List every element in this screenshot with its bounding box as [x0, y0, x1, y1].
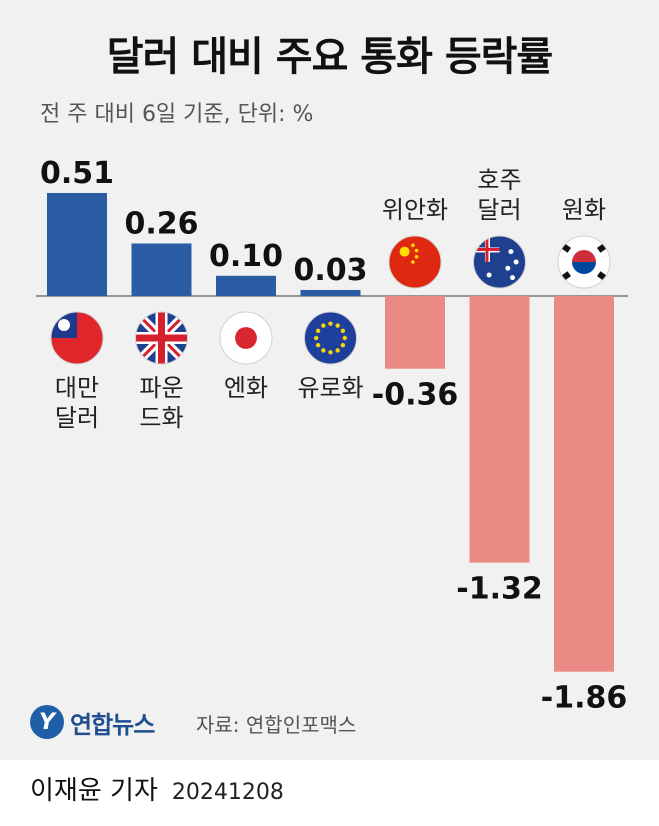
footer: 이재윤 기자 20241208 [30, 770, 284, 810]
value-label-2: 0.10 [209, 239, 283, 274]
category-label-1: 드화 [139, 404, 183, 432]
uk-flag-icon [135, 312, 188, 364]
value-label-1: 0.26 [124, 206, 198, 241]
category-label-1: 파운 [139, 374, 183, 402]
category-label-3: 유로화 [297, 374, 363, 402]
yonhap-logo-text: 연합뉴스 [70, 710, 155, 739]
category-label-2: 엔화 [224, 374, 268, 402]
taiwan-flag-icon [51, 312, 103, 364]
chart-title: 달러 대비 주요 통화 등락률 [106, 34, 554, 80]
bar-3 [300, 289, 361, 296]
bar-1 [131, 243, 192, 296]
chart-subtitle: 전 주 대비 6일 기준, 단위: % [40, 102, 314, 127]
reporter-name: 이재윤 기자 [30, 776, 158, 806]
korea-flag-icon [558, 236, 610, 288]
value-label-4: -0.36 [372, 378, 458, 413]
category-label-5: 달러 [477, 196, 521, 224]
chart-panel [0, 0, 659, 760]
bar-6 [554, 296, 614, 672]
bar-2 [216, 275, 276, 296]
category-label-6: 원화 [562, 196, 606, 224]
publish-date: 20241208 [171, 780, 284, 805]
value-label-3: 0.03 [293, 253, 367, 288]
bar-0 [47, 192, 107, 296]
category-label-5: 호주 [477, 166, 521, 194]
japan-flag-icon [220, 312, 272, 364]
value-label-0: 0.51 [40, 156, 114, 191]
yonhap-logo: Y 연합뉴스 [30, 702, 155, 742]
value-label-5: -1.32 [456, 572, 542, 607]
bar-5 [469, 296, 530, 563]
yonhap-logo-icon: Y [30, 705, 64, 739]
category-label-0: 대만 [55, 374, 99, 402]
bar-4 [385, 296, 445, 369]
category-label-0: 달러 [55, 404, 99, 432]
category-label-4: 위안화 [382, 196, 448, 224]
value-label-6: -1.86 [541, 681, 627, 716]
eu-flag-icon [304, 312, 357, 364]
source-note: 자료: 연합인포맥스 [196, 713, 357, 737]
australia-flag-icon [473, 236, 526, 288]
china-flag-icon [389, 236, 441, 288]
